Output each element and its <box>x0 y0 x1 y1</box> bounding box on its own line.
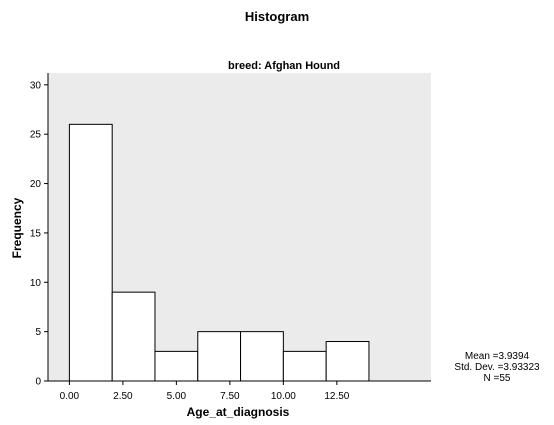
stats-box: Mean =3.9394 Std. Dev. =3.93323 N =55 <box>454 351 540 384</box>
stats-mean: Mean =3.9394 <box>465 351 530 362</box>
y-tick-label: 30 <box>30 80 42 91</box>
histogram-bar-3 <box>197 331 242 382</box>
histogram-bars <box>68 123 370 382</box>
y-tick-label: 5 <box>35 327 41 338</box>
histogram-bar-4 <box>240 331 284 382</box>
histogram-bar-2 <box>154 350 199 382</box>
x-axis-title: Age_at_diagnosis <box>187 405 290 419</box>
x-tick-label: 7.50 <box>220 391 240 402</box>
y-tick-label: 15 <box>30 228 42 239</box>
stats-n: N =55 <box>484 373 511 384</box>
histogram-bar-6 <box>325 341 370 382</box>
chart-subtitle: breed: Afghan Hound <box>228 60 340 72</box>
x-tick-label: 10.00 <box>271 391 296 402</box>
y-tick-label: 25 <box>30 130 42 141</box>
chart-title: Histogram <box>245 9 309 24</box>
x-tick-label: 12.50 <box>324 391 349 402</box>
y-axis-title: Frequency <box>10 197 24 258</box>
y-tick-label: 0 <box>35 377 41 388</box>
y-tick-label: 10 <box>30 278 42 289</box>
y-axis-ticks: 0 5 10 15 20 25 30 <box>30 80 48 388</box>
x-tick-label: 0.00 <box>60 391 80 402</box>
histogram-bar-5 <box>282 350 327 382</box>
histogram-bar-0 <box>68 123 113 382</box>
stats-std-dev: Std. Dev. =3.93323 <box>454 362 540 373</box>
y-tick-label: 20 <box>30 179 42 190</box>
x-axis-ticks: 0.00 2.50 5.00 7.50 10.00 12.50 <box>60 381 350 402</box>
x-tick-label: 2.50 <box>113 391 133 402</box>
histogram-bar-1 <box>111 291 156 382</box>
x-tick-label: 5.00 <box>167 391 187 402</box>
